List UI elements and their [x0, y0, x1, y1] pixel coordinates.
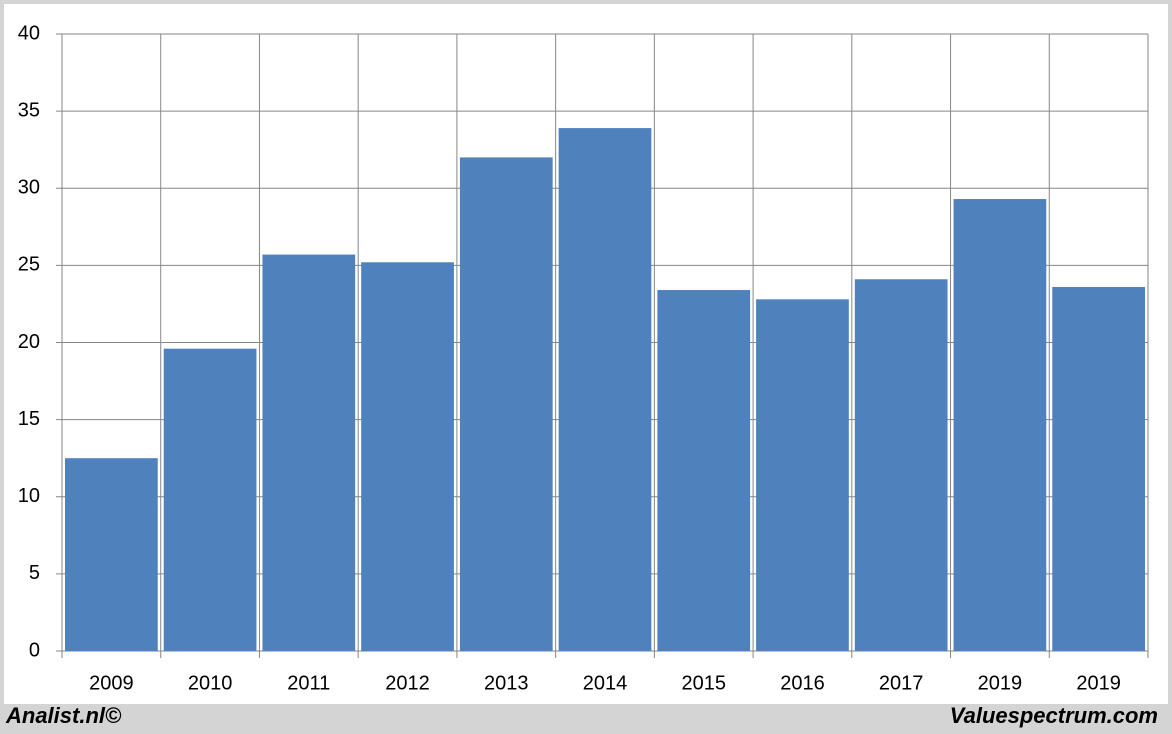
x-tick-label: 2014: [583, 672, 628, 694]
y-tick-label: 10: [18, 485, 40, 507]
bar: [262, 254, 356, 651]
y-tick-label: 25: [18, 254, 40, 276]
bar: [459, 157, 553, 651]
y-tick-label: 0: [29, 639, 40, 661]
x-tick-label: 2019: [1076, 672, 1121, 694]
bar: [361, 262, 454, 651]
bar: [558, 128, 652, 651]
x-tick-label: 2016: [780, 672, 825, 694]
x-tick-label: 2011: [287, 672, 330, 694]
y-tick-label: 35: [18, 99, 40, 121]
bar: [657, 290, 751, 651]
x-tick-label: 2019: [978, 672, 1023, 694]
x-tick-label: 2013: [484, 672, 529, 694]
y-tick-label: 5: [29, 562, 40, 584]
x-tick-label: 2015: [681, 672, 726, 694]
bar: [163, 348, 257, 651]
bar: [756, 299, 849, 651]
bar: [854, 279, 948, 651]
bar: [1052, 286, 1145, 651]
y-tick-label: 20: [18, 331, 40, 353]
credit-right: Valuespectrum.com: [950, 703, 1158, 728]
y-tick-label: 40: [18, 22, 40, 44]
x-tick-label: 2009: [89, 672, 134, 694]
x-tick-label: 2010: [188, 672, 233, 694]
bar: [65, 458, 158, 651]
y-tick-label: 30: [18, 177, 40, 199]
x-tick-label: 2012: [385, 672, 430, 694]
credit-left: Analist.nl©: [5, 703, 122, 728]
y-tick-label: 15: [18, 408, 40, 430]
bar: [953, 199, 1047, 652]
x-tick-label: 2017: [879, 672, 924, 694]
